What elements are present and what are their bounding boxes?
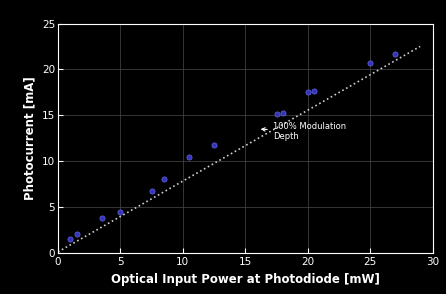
Point: [117, 209, 124, 214]
Point: [211, 142, 218, 147]
Text: 100% Modulation
Depth: 100% Modulation Depth: [262, 122, 346, 141]
Point: [304, 90, 311, 95]
Point: [186, 155, 193, 160]
Point: [98, 216, 105, 220]
Point: [273, 112, 280, 117]
Point: [367, 61, 374, 65]
Point: [148, 189, 155, 194]
Point: [161, 176, 168, 181]
Point: [392, 51, 399, 56]
Point: [279, 111, 286, 116]
Y-axis label: Photocurrent [mA]: Photocurrent [mA]: [23, 76, 37, 200]
Point: [310, 89, 318, 94]
Point: [73, 232, 80, 237]
X-axis label: Optical Input Power at Photodiode [mW]: Optical Input Power at Photodiode [mW]: [111, 273, 380, 285]
Point: [67, 237, 74, 241]
